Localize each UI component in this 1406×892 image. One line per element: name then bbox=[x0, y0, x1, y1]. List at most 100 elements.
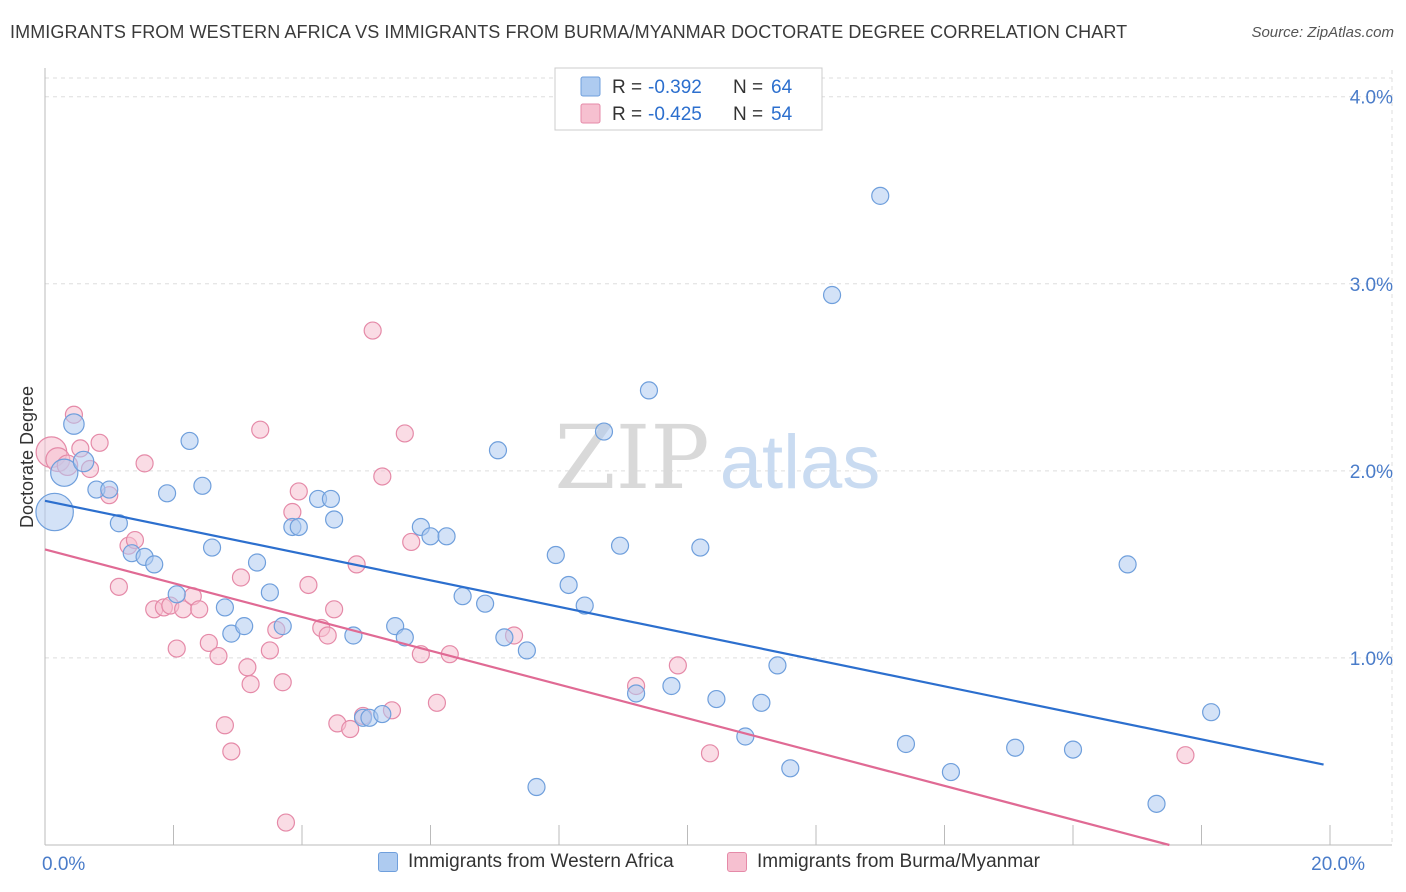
point-western-africa bbox=[941, 762, 961, 782]
legend-item-western-africa: Immigrants from Western Africa bbox=[378, 851, 674, 873]
point-western-africa bbox=[35, 492, 74, 532]
point-western-africa bbox=[822, 285, 842, 305]
point-western-africa bbox=[476, 594, 495, 613]
point-burma bbox=[427, 693, 447, 712]
point-western-africa bbox=[235, 617, 254, 636]
legend-n-label-pink: N = bbox=[733, 104, 763, 125]
point-burma bbox=[668, 656, 687, 675]
legend-n-value-pink: 54 bbox=[771, 104, 793, 125]
point-burma bbox=[273, 673, 292, 692]
y-tick-label: 4.0% bbox=[1350, 88, 1393, 109]
point-burma bbox=[251, 420, 270, 439]
point-burma bbox=[363, 321, 382, 340]
y-tick-label: 3.0% bbox=[1350, 275, 1393, 296]
point-western-africa bbox=[453, 587, 472, 606]
y-tick-label: 2.0% bbox=[1350, 462, 1393, 483]
point-western-africa bbox=[488, 441, 508, 460]
watermark-atlas: atlas bbox=[720, 420, 881, 505]
point-western-africa bbox=[100, 480, 119, 499]
gridlines bbox=[45, 70, 1393, 845]
point-western-africa bbox=[273, 617, 292, 636]
point-western-africa bbox=[63, 413, 85, 435]
legend-swatch-western-africa bbox=[378, 852, 398, 872]
point-western-africa bbox=[871, 186, 890, 205]
x-tick-label: 0.0% bbox=[42, 854, 85, 875]
legend-n-value-blue: 64 bbox=[771, 77, 793, 98]
point-western-africa bbox=[662, 676, 681, 696]
point-western-africa bbox=[437, 527, 456, 546]
point-burma bbox=[238, 658, 257, 677]
point-western-africa bbox=[517, 641, 536, 660]
point-western-africa bbox=[325, 510, 344, 529]
point-western-africa bbox=[157, 484, 177, 503]
source-label: Source: ZipAtlas.com bbox=[1251, 24, 1394, 41]
point-western-africa bbox=[527, 777, 546, 797]
point-western-africa bbox=[559, 575, 578, 595]
point-western-africa bbox=[1063, 740, 1083, 759]
point-burma bbox=[167, 639, 186, 658]
point-western-africa bbox=[736, 727, 755, 746]
point-western-africa bbox=[691, 538, 710, 557]
point-western-africa bbox=[247, 553, 267, 572]
x-tick-labels: 0.0% 20.0% bbox=[42, 854, 1365, 875]
point-western-africa bbox=[289, 517, 308, 537]
point-burma bbox=[1176, 746, 1195, 765]
point-western-africa bbox=[781, 759, 800, 778]
legend-label-western-africa: Immigrants from Western Africa bbox=[408, 851, 674, 872]
point-western-africa bbox=[109, 514, 128, 533]
point-burma bbox=[700, 744, 720, 763]
series-western-africa-points bbox=[35, 186, 1221, 813]
point-burma bbox=[215, 716, 234, 735]
point-western-africa bbox=[752, 693, 771, 712]
point-western-africa bbox=[896, 734, 916, 754]
point-burma bbox=[109, 577, 128, 596]
point-western-africa bbox=[1202, 703, 1221, 722]
legend-r-value-blue: -0.392 bbox=[648, 77, 702, 98]
point-western-africa bbox=[639, 381, 659, 400]
point-burma bbox=[90, 433, 109, 452]
point-burma bbox=[402, 532, 421, 552]
point-burma bbox=[199, 633, 218, 653]
point-western-africa bbox=[421, 527, 440, 546]
point-western-africa bbox=[626, 684, 646, 703]
point-burma bbox=[276, 813, 296, 832]
point-burma bbox=[373, 467, 392, 486]
point-burma bbox=[318, 626, 337, 645]
point-western-africa bbox=[1006, 738, 1025, 757]
point-western-africa bbox=[395, 628, 414, 647]
y-tick-label: 1.0% bbox=[1350, 649, 1393, 670]
legend-r-value-pink: -0.425 bbox=[648, 104, 702, 125]
point-western-africa bbox=[707, 689, 726, 709]
trend-line-western-africa bbox=[44, 499, 1324, 766]
y-axis-label: Doctorate Degree bbox=[17, 386, 37, 528]
point-western-africa bbox=[145, 555, 164, 574]
x-tick-label: 20.0% bbox=[1311, 854, 1365, 875]
point-western-africa bbox=[1147, 794, 1166, 813]
point-burma bbox=[231, 568, 251, 587]
point-western-africa bbox=[50, 458, 79, 487]
point-burma bbox=[241, 675, 260, 694]
legend-swatch-pink bbox=[580, 103, 601, 124]
point-western-africa bbox=[202, 538, 222, 557]
point-western-africa bbox=[215, 598, 234, 617]
point-western-africa bbox=[167, 585, 186, 604]
watermark: ZIP atlas bbox=[554, 406, 880, 509]
chart-title: IMMIGRANTS FROM WESTERN AFRICA VS IMMIGR… bbox=[10, 22, 1128, 42]
stats-legend: R = -0.392 N = 64 R = -0.425 N = 54 bbox=[554, 67, 823, 131]
legend-n-label-blue: N = bbox=[733, 77, 763, 98]
point-western-africa bbox=[546, 545, 565, 565]
legend-item-burma: Immigrants from Burma/Myanmar bbox=[727, 851, 1040, 873]
point-western-africa bbox=[768, 656, 787, 675]
legend-r-label-pink: R = bbox=[612, 104, 642, 125]
point-burma bbox=[341, 719, 360, 739]
point-burma bbox=[135, 454, 154, 473]
legend-swatch-blue bbox=[580, 76, 601, 97]
point-western-africa bbox=[610, 536, 630, 555]
trend-lines bbox=[44, 499, 1324, 847]
point-western-africa bbox=[373, 704, 392, 724]
point-burma bbox=[325, 600, 344, 619]
point-burma bbox=[209, 646, 228, 666]
point-western-africa bbox=[575, 596, 594, 615]
legend-swatch-burma bbox=[727, 852, 747, 872]
point-western-africa bbox=[321, 489, 341, 509]
